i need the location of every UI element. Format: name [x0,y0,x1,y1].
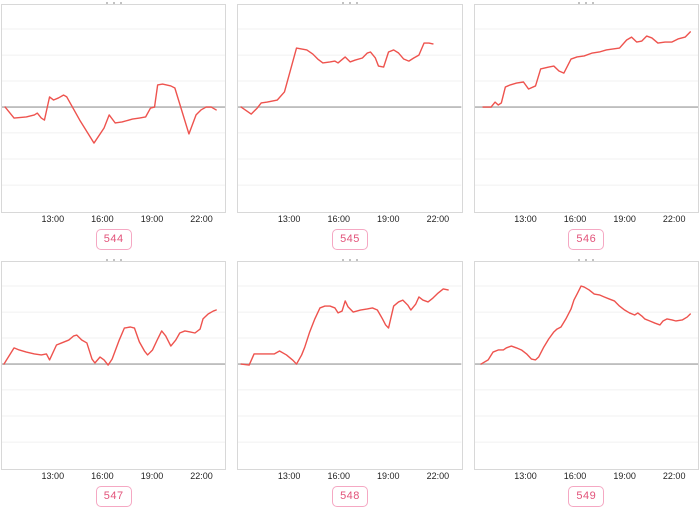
x-axis: 13:00 16:00 19:00 22:00 [474,470,699,483]
chart-cell-545: 13:00 16:00 19:00 22:00 545 [237,0,463,257]
x-tick-label: 16:00 [563,471,587,481]
x-tick-label: 22:00 [190,214,213,224]
x-tick-label: 19:00 [377,214,400,224]
x-tick-label: 22:00 [426,471,450,481]
clipped-chart-title [237,257,462,261]
x-axis: 13:00 16:00 19:00 22:00 [474,213,699,226]
x-tick-label: 19:00 [613,214,636,224]
line-chart [2,262,225,469]
x-axis: 13:00 16:00 19:00 22:00 [1,470,226,483]
x-tick-label: 13:00 [41,214,65,224]
chart-id-badge[interactable]: 545 [332,229,368,250]
x-tick-label: 22:00 [190,471,213,481]
x-axis: 13:00 16:00 19:00 22:00 [237,213,462,226]
series-line [241,289,448,365]
chart-cell-547: 13:00 16:00 19:00 22:00 547 [1,257,227,514]
series-line [481,286,690,364]
clipped-chart-title [474,257,699,261]
chart-panel [473,261,699,470]
line-chart [238,262,461,469]
chart-panel [473,4,699,213]
chart-cell-544: 13:00 16:00 19:00 22:00 544 [1,0,227,257]
x-tick-label: 13:00 [277,471,301,481]
chart-id-badge[interactable]: 548 [332,486,368,507]
x-tick-label: 13:00 [277,214,301,224]
chart-cell-549: 13:00 16:00 19:00 22:00 549 [473,257,699,514]
clipped-chart-title [474,0,699,4]
chart-id-badge[interactable]: 547 [95,486,132,507]
chart-id-badge[interactable]: 549 [568,486,605,507]
chart-panel [237,4,463,213]
chart-panel [1,261,227,470]
badge-row: 547 [1,483,226,514]
chart-id-badge[interactable]: 546 [568,229,605,250]
badge-row: 546 [474,226,699,257]
x-tick-label: 16:00 [91,471,114,481]
x-axis: 13:00 16:00 19:00 22:00 [237,470,462,483]
x-tick-label: 19:00 [613,471,636,481]
badge-row: 548 [237,483,462,514]
chart-panel [1,4,227,213]
chart-cell-548: 13:00 16:00 19:00 22:00 548 [237,257,463,514]
x-tick-label: 16:00 [327,214,350,224]
x-tick-label: 16:00 [563,214,587,224]
line-chart [475,5,698,212]
x-tick-label: 22:00 [426,214,450,224]
x-tick-label: 22:00 [662,471,686,481]
badge-row: 545 [237,226,462,257]
clipped-chart-title [1,257,226,261]
chart-id-badge[interactable]: 544 [95,229,132,250]
x-tick-label: 22:00 [662,214,686,224]
chart-cell-546: 13:00 16:00 19:00 22:00 546 [473,0,699,257]
x-tick-label: 19:00 [140,471,164,481]
line-chart [238,5,461,212]
series-line [241,43,433,114]
chart-panel [237,261,463,470]
x-tick-label: 13:00 [514,471,537,481]
x-axis: 13:00 16:00 19:00 22:00 [1,213,226,226]
x-tick-label: 16:00 [327,471,350,481]
badge-row: 544 [1,226,226,257]
badge-row: 549 [474,483,699,514]
series-line [483,32,690,107]
series-line [4,310,216,365]
x-tick-label: 13:00 [514,214,537,224]
line-chart [475,262,698,469]
series-line [5,84,216,143]
line-chart [2,5,225,212]
clipped-chart-title [1,0,226,4]
x-tick-label: 16:00 [91,214,114,224]
clipped-chart-title [237,0,462,4]
x-tick-label: 19:00 [377,471,400,481]
x-tick-label: 19:00 [140,214,164,224]
x-tick-label: 13:00 [41,471,65,481]
